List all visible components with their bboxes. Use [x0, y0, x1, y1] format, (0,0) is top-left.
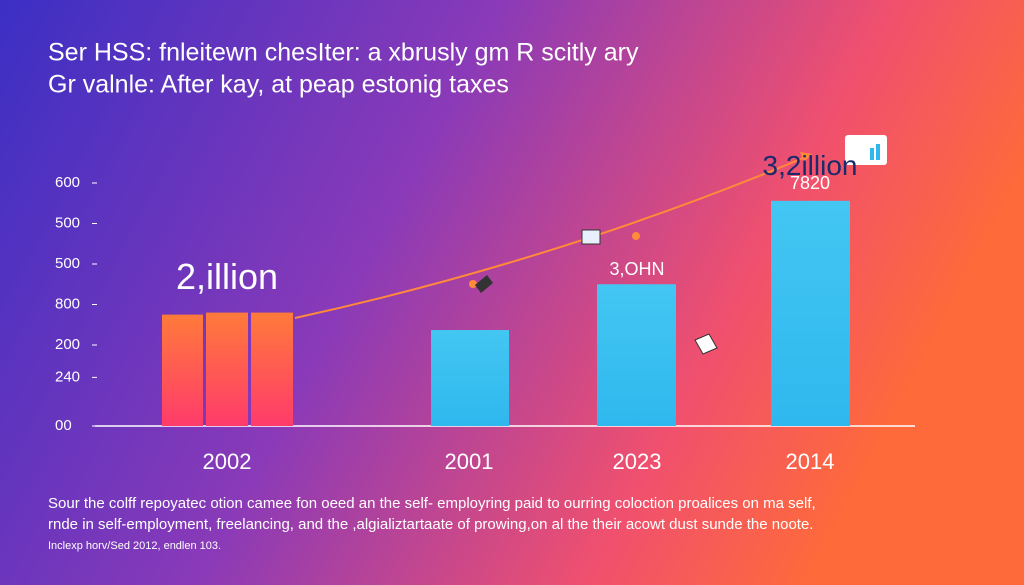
footnote: Sour the colff repoyatec otion camee fon…	[48, 495, 816, 512]
trend-line	[294, 155, 809, 319]
footnote: rnde in self-employment, freelancing, an…	[48, 516, 813, 533]
bar	[597, 284, 676, 426]
data-label: 3,OHN	[609, 259, 664, 279]
bar	[251, 312, 293, 426]
trend-dot	[469, 280, 477, 288]
x-tick-label: 2014	[786, 449, 835, 474]
chart-title: Ser HSS: fnleitewn chesIter: a xbrusly g…	[48, 39, 639, 67]
annotation: 7820	[790, 173, 830, 193]
y-tick-label: 200	[55, 336, 80, 353]
icon	[475, 135, 887, 355]
x-tick-label: 2002	[203, 449, 252, 474]
data-label: 2,illion	[176, 256, 278, 297]
bar	[206, 312, 248, 426]
chart-subtitle: Gr valnle: After kay, at peap estonig ta…	[48, 71, 509, 99]
y-tick-label: 240	[55, 368, 80, 385]
x-tick-label: 2023	[613, 449, 662, 474]
y-tick-label: 00	[55, 417, 72, 434]
y-tick-label: 500	[55, 214, 80, 231]
bar	[771, 200, 850, 426]
data-label: 3,2illion	[763, 150, 858, 181]
bar	[431, 330, 509, 426]
x-tick-label: 2001	[445, 449, 494, 474]
bar	[162, 314, 203, 426]
y-tick-label: 800	[55, 295, 80, 312]
trend-dot	[632, 232, 640, 240]
y-tick-label: 600	[55, 174, 80, 191]
footnote: Inclexp horv/Sed 2012, endlen 103.	[48, 540, 221, 552]
trend-arrow	[800, 152, 812, 162]
y-tick-label: 500	[55, 255, 80, 272]
